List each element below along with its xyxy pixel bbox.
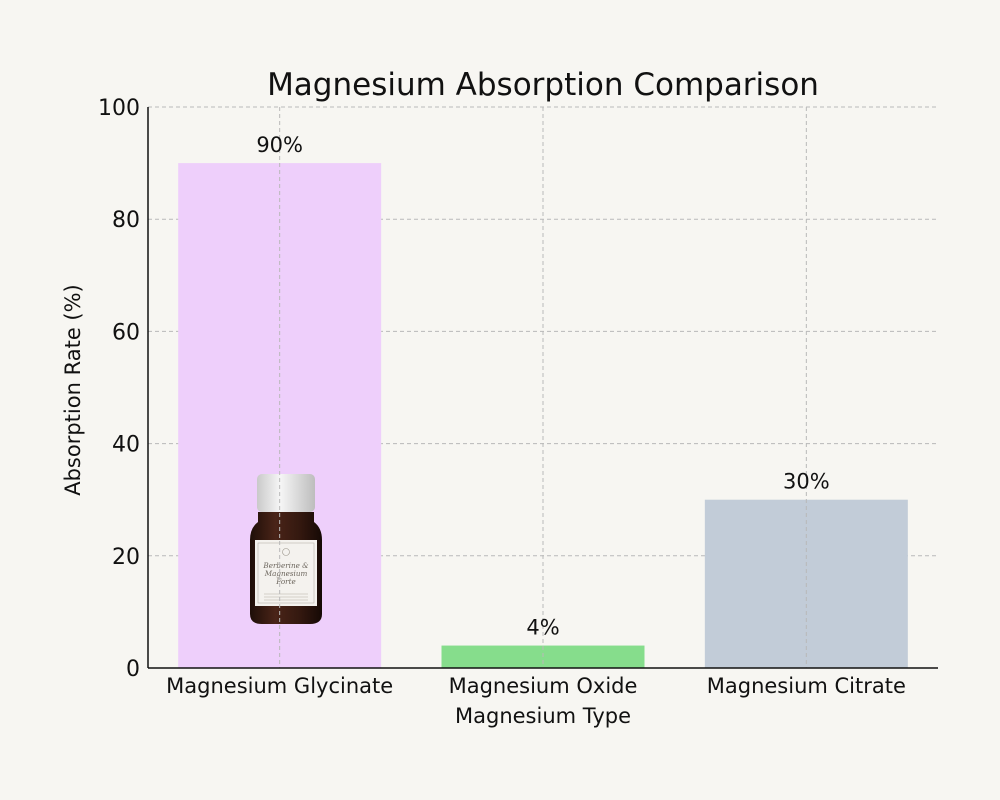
axes [147, 107, 938, 669]
bottle-label-border [257, 542, 315, 604]
y-tick-label-0: 0 [126, 657, 140, 682]
y-tick-label-5: 100 [98, 96, 140, 121]
vertical-grid-lines [279, 107, 807, 668]
bottle-label-text-1: Magnesium [264, 569, 308, 578]
y-axis-label: Absorption Rate (%) [61, 284, 85, 496]
bottle-label-logo [282, 548, 290, 556]
bottle-label [255, 540, 317, 606]
bottle-cap [257, 474, 315, 512]
y-tick-label-3: 60 [112, 320, 140, 345]
category-labels: Magnesium Glycinate Magnesium Oxide Magnes… [166, 674, 906, 698]
data-labels: 90% 4% 30% [256, 133, 829, 639]
y-tick-label-1: 20 [112, 545, 140, 570]
data-label-1: 4% [526, 616, 559, 640]
category-label-2: Magnesium Citrate [707, 674, 906, 698]
y-tick-labels: 0 20 40 60 80 100 [98, 96, 140, 682]
category-label-1: Magnesium Oxide [449, 674, 638, 698]
y-tick-label-2: 40 [112, 433, 140, 458]
chart-title: Magnesium Absorption Comparison [267, 67, 819, 103]
data-label-2: 30% [783, 470, 830, 494]
bottle-label-text-2: Forte [275, 577, 296, 586]
data-label-0: 90% [256, 133, 303, 157]
bottle-label-text-0: Berberine & [262, 561, 308, 570]
y-tick-label-4: 80 [112, 208, 140, 233]
x-axis-label: Magnesium Type [455, 704, 631, 728]
category-label-0: Magnesium Glycinate [166, 674, 393, 698]
